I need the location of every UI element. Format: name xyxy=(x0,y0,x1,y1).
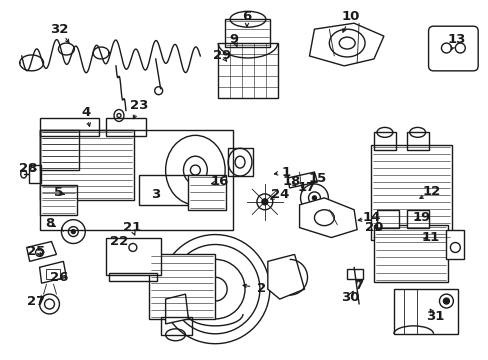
Bar xyxy=(373,225,447,282)
Bar xyxy=(373,132,395,150)
Bar xyxy=(161,317,192,335)
Text: 12: 12 xyxy=(422,185,440,198)
Text: 7: 7 xyxy=(354,279,363,292)
Ellipse shape xyxy=(262,199,267,205)
Text: 10: 10 xyxy=(341,10,360,23)
Text: 32: 32 xyxy=(50,23,68,36)
Bar xyxy=(29,165,41,183)
Bar xyxy=(188,175,225,210)
Text: 15: 15 xyxy=(307,171,326,185)
Text: 31: 31 xyxy=(426,310,444,323)
Ellipse shape xyxy=(443,298,448,304)
Bar xyxy=(228,148,252,176)
Text: 17: 17 xyxy=(297,181,315,194)
Text: 29: 29 xyxy=(213,49,231,63)
Text: 19: 19 xyxy=(412,211,430,224)
Bar xyxy=(224,19,269,47)
Text: 16: 16 xyxy=(210,175,229,189)
Bar xyxy=(40,130,79,170)
Bar xyxy=(406,132,427,150)
Text: 3: 3 xyxy=(151,188,160,201)
Bar xyxy=(406,210,427,228)
Ellipse shape xyxy=(71,230,75,234)
Text: 21: 21 xyxy=(122,221,141,234)
Text: 13: 13 xyxy=(446,33,465,46)
Text: 5: 5 xyxy=(54,186,63,199)
Bar xyxy=(40,185,77,215)
FancyBboxPatch shape xyxy=(427,26,477,71)
Polygon shape xyxy=(299,198,356,238)
Text: 25: 25 xyxy=(27,245,46,258)
Bar xyxy=(40,130,134,200)
Text: 18: 18 xyxy=(282,175,300,189)
Text: 22: 22 xyxy=(110,235,128,248)
Bar xyxy=(106,238,161,275)
Bar xyxy=(393,289,457,334)
Text: 27: 27 xyxy=(27,294,46,307)
Bar xyxy=(370,145,451,239)
Bar xyxy=(376,210,398,228)
Bar xyxy=(139,175,193,205)
Text: 28: 28 xyxy=(20,162,38,175)
Text: 2: 2 xyxy=(257,282,266,294)
Text: 20: 20 xyxy=(364,221,383,234)
Text: 26: 26 xyxy=(50,271,68,284)
Bar xyxy=(346,269,362,279)
Text: 23: 23 xyxy=(129,99,148,112)
Bar xyxy=(45,269,61,279)
Bar xyxy=(109,273,156,281)
Bar xyxy=(106,118,145,136)
Text: 4: 4 xyxy=(81,106,91,119)
Ellipse shape xyxy=(312,196,316,200)
Polygon shape xyxy=(165,294,188,324)
Polygon shape xyxy=(267,255,304,299)
Text: 11: 11 xyxy=(421,231,439,244)
Bar xyxy=(446,230,463,260)
Text: 14: 14 xyxy=(362,211,381,224)
Bar xyxy=(218,43,277,98)
Bar xyxy=(40,130,233,230)
Bar xyxy=(40,118,99,136)
Text: 1: 1 xyxy=(281,166,290,179)
Text: 6: 6 xyxy=(242,10,251,23)
Text: 8: 8 xyxy=(45,217,54,230)
Bar xyxy=(148,255,215,319)
Text: 24: 24 xyxy=(270,188,288,201)
Text: 30: 30 xyxy=(340,291,359,303)
Text: 9: 9 xyxy=(229,33,238,46)
